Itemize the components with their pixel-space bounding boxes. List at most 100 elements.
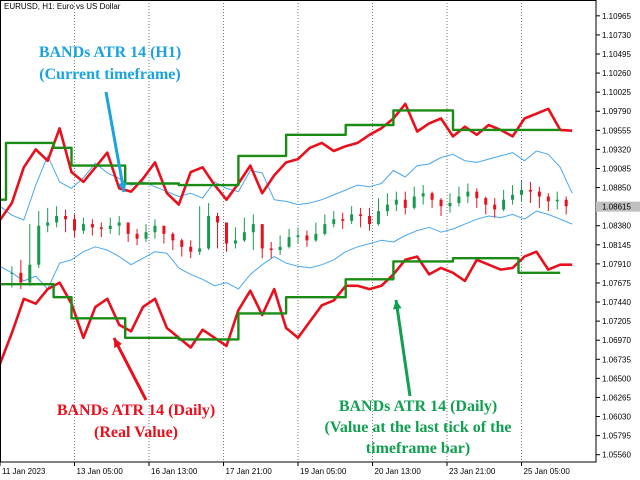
candle-body <box>10 272 14 274</box>
y-tick-label: 1.10260 <box>602 69 631 78</box>
candle-body <box>305 235 309 241</box>
series-line-upper-step <box>0 109 561 201</box>
h1-bands <box>0 150 573 290</box>
arrow-daily-last-tick <box>394 299 412 397</box>
series-line-upper <box>0 150 573 221</box>
candle-body <box>430 193 434 200</box>
y-tick-label: 1.06970 <box>602 336 631 345</box>
candles <box>10 180 568 290</box>
candle-body <box>242 232 246 241</box>
y-tick-label: 1.09085 <box>602 164 631 173</box>
candle-body <box>511 194 515 200</box>
candle-body <box>376 211 380 225</box>
series-line-lower-step <box>0 257 561 341</box>
candle-body <box>224 222 228 244</box>
candle-body <box>439 199 443 207</box>
candle-body <box>457 196 461 203</box>
annotation-daily-real-line1: BANDs ATR 14 (Daily) <box>56 402 216 419</box>
annotation-h1: BANDs ATR 14 (H1) (Current timeframe) <box>10 42 210 86</box>
series-line-lower <box>0 210 573 290</box>
candle-body <box>108 225 112 229</box>
x-tick-label: 11 Jan 2023 <box>2 467 46 476</box>
candle-body <box>555 199 559 202</box>
y-tick-label: 1.06735 <box>602 355 631 364</box>
candle-body <box>37 225 41 265</box>
annotation-daily-last-tick-line3: timeframe bar) <box>365 440 471 457</box>
candle-body <box>207 215 211 249</box>
y-tick-label: 1.08850 <box>602 184 631 193</box>
daily-step-bands <box>0 109 561 341</box>
y-tick-label: 1.08380 <box>602 222 631 231</box>
candle-body <box>520 189 523 195</box>
arrow-daily-real-head <box>114 338 122 348</box>
y-tick-label: 1.10495 <box>602 50 631 59</box>
last-price-tag <box>596 201 640 212</box>
y-tick-label: 1.09790 <box>602 107 631 116</box>
candle-body <box>296 235 300 238</box>
candle-body <box>448 202 452 207</box>
y-tick-label: 1.10025 <box>602 88 631 97</box>
candle-body <box>117 222 121 226</box>
candle-body <box>46 222 50 226</box>
candle-body <box>385 204 389 212</box>
candle-body <box>314 233 318 241</box>
candle-body <box>278 246 282 251</box>
candle-body <box>198 248 202 252</box>
candle-body <box>323 224 327 234</box>
candle-body <box>546 196 550 202</box>
candle-body <box>537 191 541 197</box>
candle-body <box>350 214 354 221</box>
candle-body <box>28 264 32 283</box>
candle-body <box>135 233 139 239</box>
candle-body <box>528 189 532 192</box>
candle-body <box>269 248 273 251</box>
candle-body <box>81 224 85 231</box>
candle-body <box>19 272 23 283</box>
candle-body <box>73 219 76 231</box>
annotation-daily-real-line2: (Real Value) <box>94 424 178 441</box>
candle-body <box>251 224 255 233</box>
y-tick-label: 1.07440 <box>602 298 631 307</box>
candle-body <box>153 225 157 233</box>
y-tick-label: 1.08145 <box>602 241 631 250</box>
y-tick-label: 1.07910 <box>602 260 631 269</box>
candle-body <box>126 222 130 234</box>
candle-body <box>466 191 470 197</box>
candle-body <box>99 227 103 229</box>
annotation-daily-last-tick: BANDs ATR 14 (Daily) (Value at the last … <box>300 396 536 459</box>
y-tick-label: 1.07205 <box>602 317 631 326</box>
candle-body <box>403 199 407 208</box>
candle-body <box>90 224 94 228</box>
y-tick-label: 1.10965 <box>602 12 631 21</box>
y-tick-label: 1.09555 <box>602 126 631 135</box>
candle-body <box>260 224 264 249</box>
last-price-label: 1.08615 <box>602 203 631 212</box>
candle-body <box>162 225 166 234</box>
candle-body <box>216 215 220 223</box>
candle-body <box>394 199 398 205</box>
candle-body <box>493 204 497 210</box>
annotation-h1-line2: (Current timeframe) <box>39 66 181 83</box>
annotation-h1-line1: BANDs ATR 14 (H1) <box>38 44 182 61</box>
symbol-title: EURUSD, H1: Euro vs US Dollar <box>4 2 121 11</box>
candle-body <box>359 214 363 216</box>
candle-body <box>502 199 506 210</box>
arrow-h1-head <box>118 182 127 192</box>
y-tick-label: 1.09320 <box>602 145 631 154</box>
candle-body <box>287 237 291 247</box>
annotation-daily-last-tick-line2: (Value at the last tick of the <box>324 419 512 436</box>
candle-body <box>368 215 372 225</box>
y-tick-label: 1.05795 <box>602 432 631 441</box>
x-tick-label: 23 Jan 21:00 <box>449 467 496 476</box>
annotation-daily-last-tick-line1: BANDs ATR 14 (Daily) <box>338 398 498 415</box>
annotation-arrows <box>104 91 412 401</box>
candle-body <box>171 233 175 241</box>
arrow-h1 <box>104 91 126 193</box>
daily-real-bands <box>0 102 573 365</box>
series-line-upper-real <box>0 102 573 221</box>
arrow-daily-last-tick-head <box>392 300 402 310</box>
y-tick-label: 1.07675 <box>602 279 631 288</box>
